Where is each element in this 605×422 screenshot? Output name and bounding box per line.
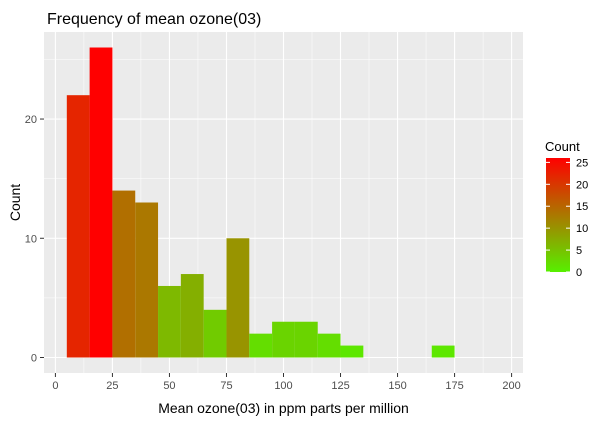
x-tick-label: 125	[331, 380, 349, 392]
histogram-bar	[249, 333, 273, 358]
legend: Count 25 20 15 10 5 0	[545, 139, 588, 279]
histogram-bar	[66, 95, 90, 358]
bars	[66, 47, 455, 358]
histogram-bar	[203, 309, 227, 358]
x-axis: 0 25 50 75 100 125 150 175 200	[52, 373, 521, 392]
x-axis-title: Mean ozone(03) in ppm parts per million	[158, 400, 409, 416]
histogram-bar	[317, 333, 341, 358]
y-axis: 0 10 20	[25, 114, 44, 365]
histogram-bar	[158, 285, 181, 358]
x-tick-label: 100	[274, 380, 292, 392]
x-tick-label: 200	[502, 380, 520, 392]
histogram-bar	[135, 202, 159, 358]
legend-label: 20	[576, 179, 588, 191]
legend-label: 5	[576, 245, 582, 257]
legend-label: 10	[576, 223, 588, 235]
histogram-bar	[112, 190, 136, 358]
legend-ticks: 25 20 15 10 5 0	[546, 157, 588, 279]
x-tick-label: 75	[220, 380, 232, 392]
x-tick-label: 0	[52, 380, 58, 392]
legend-label: 0	[576, 267, 582, 279]
x-tick-label: 25	[106, 380, 118, 392]
legend-title: Count	[545, 139, 580, 154]
histogram-bar	[431, 345, 455, 358]
chart-title: Frequency of mean ozone(03)	[47, 11, 261, 28]
y-tick-label: 20	[25, 114, 37, 126]
x-tick-label: 50	[163, 380, 175, 392]
x-tick-label: 150	[388, 380, 406, 392]
histogram-bar	[180, 274, 204, 358]
histogram-bar	[272, 321, 295, 358]
histogram-bar	[294, 321, 318, 358]
legend-label: 25	[576, 157, 588, 169]
y-tick-label: 0	[31, 353, 37, 365]
legend-label: 15	[576, 201, 588, 213]
histogram-bar	[226, 238, 250, 358]
histogram-bar	[340, 345, 364, 358]
histogram-bar	[89, 47, 113, 358]
y-tick-label: 10	[25, 233, 37, 245]
x-tick-label: 175	[445, 380, 463, 392]
y-axis-title: Count	[7, 184, 23, 221]
legend-colorbar	[546, 158, 570, 272]
